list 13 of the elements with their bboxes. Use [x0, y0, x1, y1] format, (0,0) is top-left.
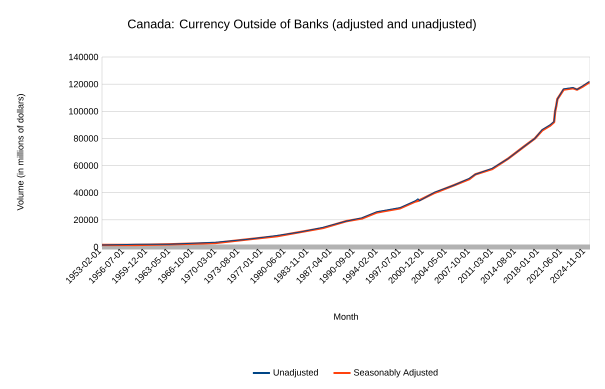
legend-label: Seasonably Adjusted — [354, 368, 438, 378]
y-tick-label: 80000 — [74, 135, 98, 142]
y-tick-label: 20000 — [74, 216, 98, 224]
y-tick-label: 0 — [94, 244, 98, 250]
y-tick-label: 120000 — [69, 80, 98, 88]
legend-label: Unadjusted — [274, 368, 318, 378]
x-axis-title: Month — [334, 313, 358, 320]
y-tick-label: 40000 — [74, 190, 98, 196]
y-tick-label: 100000 — [69, 108, 98, 114]
chart-title: Canada: Currency Outside of Banks (adjusted and unadjusted) — [128, 19, 476, 31]
y-axis-title: Volume (in millions of dollars) — [16, 94, 26, 210]
y-tick-label: 60000 — [74, 162, 98, 169]
y-tick-label: 140000 — [69, 54, 98, 60]
